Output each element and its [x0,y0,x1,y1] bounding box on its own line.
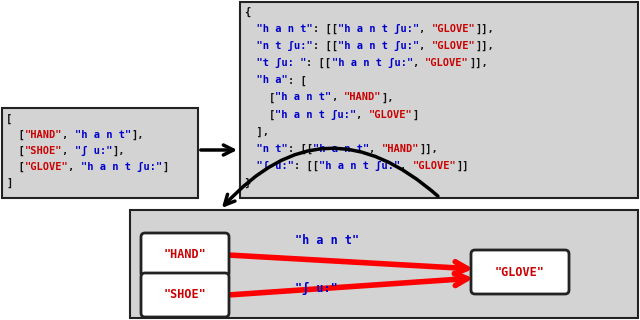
Text: ,: , [419,41,431,51]
Text: "HAND": "HAND" [381,144,419,154]
Text: ,: , [332,92,344,102]
Text: "HAND": "HAND" [164,249,206,261]
Text: "ʃ u:": "ʃ u:" [244,161,294,171]
Text: [: [ [244,109,275,120]
Text: ,: , [369,144,381,154]
Text: "h a n t ʃu:": "h a n t ʃu:" [338,41,419,51]
Text: "t ʃu: ": "t ʃu: " [244,58,307,68]
Text: ,: , [419,24,431,34]
Bar [2,108,198,198]
Text: ],: ], [244,127,269,137]
Text: "GLOVE": "GLOVE" [495,266,545,278]
Text: "GLOVE": "GLOVE" [431,24,476,34]
Text: ],: ], [381,92,394,103]
Text: "h a n t": "h a n t" [75,130,131,140]
Text: "HAND": "HAND" [25,130,62,140]
Text: "SHOE": "SHOE" [25,146,62,156]
Text: "GLOVE": "GLOVE" [425,58,469,68]
Text: "n t": "n t" [244,144,288,154]
Text: : [[: : [[ [288,144,313,154]
Text: "GLOVE": "GLOVE" [413,161,456,171]
Text: : [[: : [[ [294,161,319,171]
Text: "GLOVE": "GLOVE" [369,109,413,120]
Text: [: [ [6,130,25,140]
Text: [: [ [6,162,25,172]
Bar [130,210,638,318]
Text: ,: , [356,109,369,120]
Text: "n t ʃu:": "n t ʃu:" [244,41,313,51]
Text: ]],: ]], [476,24,494,34]
Text: : [[: : [[ [307,58,332,68]
Text: "h a n t": "h a n t" [313,144,369,154]
Text: "h a n t ʃu:": "h a n t ʃu:" [275,109,356,120]
Text: "h a n t ʃu:": "h a n t ʃu:" [81,162,163,172]
Text: "h a n t": "h a n t" [244,24,313,34]
Text: "ʃ u:": "ʃ u:" [295,282,338,295]
Text: [: [ [244,92,275,103]
Text: ]]: ]] [456,161,469,171]
Text: [: [ [6,146,25,156]
FancyBboxPatch shape [141,233,229,277]
Text: "GLOVE": "GLOVE" [25,162,68,172]
Text: {: { [244,7,250,17]
Text: "GLOVE": "GLOVE" [431,41,476,51]
Bar [240,2,638,198]
Text: ]],: ]], [469,58,488,68]
Text: ]: ] [6,178,12,188]
Text: "h a n t": "h a n t" [295,234,359,247]
Text: [: [ [6,114,12,124]
Text: ,: , [413,58,425,68]
Text: ]],: ]], [476,41,494,52]
Text: : [: : [ [288,76,307,85]
FancyBboxPatch shape [141,273,229,317]
Text: ],: ], [131,130,143,140]
Text: "h a n t ʃu:": "h a n t ʃu:" [332,58,413,68]
Text: "ʃ u:": "ʃ u:" [75,146,112,156]
Text: "HAND": "HAND" [344,92,381,102]
Text: "h a": "h a" [244,76,288,85]
Text: ]],: ]], [419,144,438,154]
Text: ,: , [62,130,75,140]
Text: }: } [244,178,250,188]
Text: ,: , [400,161,413,171]
Text: "SHOE": "SHOE" [164,289,206,301]
Text: : [[: : [[ [313,41,338,52]
Text: "h a n t ʃu:": "h a n t ʃu:" [319,161,400,171]
FancyBboxPatch shape [471,250,569,294]
Text: "h a n t": "h a n t" [275,92,332,102]
Text: ]: ] [163,162,168,172]
Text: ,: , [68,162,81,172]
Text: "h a n t ʃu:": "h a n t ʃu:" [338,24,419,34]
Text: : [[: : [[ [313,24,338,34]
Text: ]: ] [413,109,419,120]
Text: ,: , [62,146,75,156]
Text: ],: ], [112,146,125,156]
